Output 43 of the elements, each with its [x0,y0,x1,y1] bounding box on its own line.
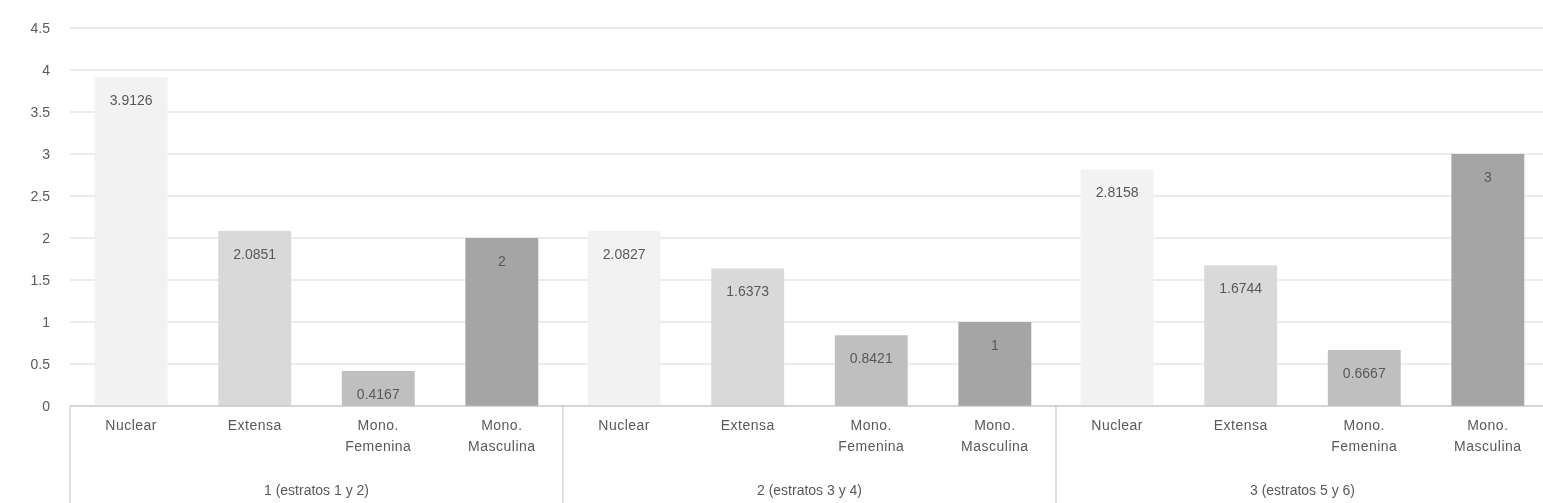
bar [94,77,168,406]
text: Mono. Femenina [1331,417,1398,454]
x-tick-label: 1 (estratos 1 y 2) [263,482,370,498]
data-label: 2.0851 [233,245,277,262]
y-tick-label: 3 [42,145,51,162]
bar [465,238,539,406]
data-label: 2.8158 [1095,184,1139,201]
text: Nuclear [1091,417,1144,433]
y-tick-label: 1.5 [30,271,51,288]
series-label: Nuclear [105,417,158,433]
y-tick-label: 0.5 [30,355,51,372]
bar [587,231,661,406]
data-label: 0.4167 [356,386,400,402]
y-tick-label: 4 [42,61,51,78]
text: Extensa [720,417,775,433]
data-label: 0.6667 [1342,365,1386,381]
data-label: 3 [1483,169,1492,185]
bar [1080,169,1154,406]
data-label: 1.6373 [726,283,770,300]
series-label: Extensa [227,417,282,433]
text: Mono. Masculina [1454,417,1522,454]
y-tick-label: 1 [42,313,51,330]
data-label: 3.9126 [109,92,153,109]
series-label: Mono. Femenina [345,417,412,454]
bar [1451,154,1525,406]
bar [958,322,1032,406]
series-label: Mono. Masculina [468,417,536,454]
data-label: 0.8421 [849,350,893,367]
data-label: 2.0827 [602,246,646,263]
data-label: 1 [990,337,999,353]
text: Mono. Masculina [961,417,1029,454]
x-tick-label: 2 (estratos 3 y 4) [756,482,863,498]
y-tick-label: 3.5 [30,103,51,120]
y-tick-label: 2.5 [30,187,51,204]
text: Nuclear [598,417,651,433]
x-tick-label: 3 (estratos 5 y 6) [1249,482,1356,498]
y-tick-label: 4.5 [30,19,51,36]
data-label: 2 [497,253,506,269]
data-label: 1.6744 [1219,280,1263,297]
text: Extensa [1213,417,1268,433]
y-tick-label: 2 [42,229,51,246]
text: Mono. Femenina [838,417,905,454]
y-tick-label: 0 [42,397,51,414]
